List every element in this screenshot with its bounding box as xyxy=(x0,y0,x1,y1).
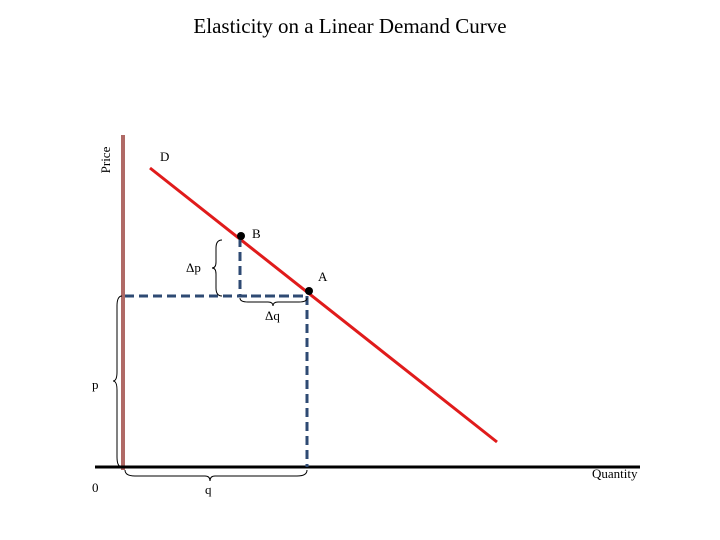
point-a xyxy=(305,287,313,295)
delta-p-brace xyxy=(211,239,223,297)
x-axis-label: Quantity xyxy=(592,466,638,481)
delta-p-label: Δp xyxy=(186,260,201,275)
q-label: q xyxy=(205,482,212,497)
demand-curve xyxy=(149,166,498,444)
ap-lines xyxy=(125,294,309,467)
p-label: p xyxy=(92,377,99,392)
q-brace xyxy=(124,469,308,482)
title: Elasticity on a Linear Demand Curve xyxy=(193,14,506,38)
y-axis-label: Price xyxy=(98,146,113,173)
delta-q-brace xyxy=(239,297,308,307)
delta-q-label: Δq xyxy=(265,308,280,323)
origin-label: 0 xyxy=(92,480,99,495)
p-brace xyxy=(112,295,123,468)
point-a-label: A xyxy=(318,269,328,284)
point-b-label: B xyxy=(252,226,261,241)
curve-label: D xyxy=(160,149,169,164)
point-b xyxy=(237,232,245,240)
